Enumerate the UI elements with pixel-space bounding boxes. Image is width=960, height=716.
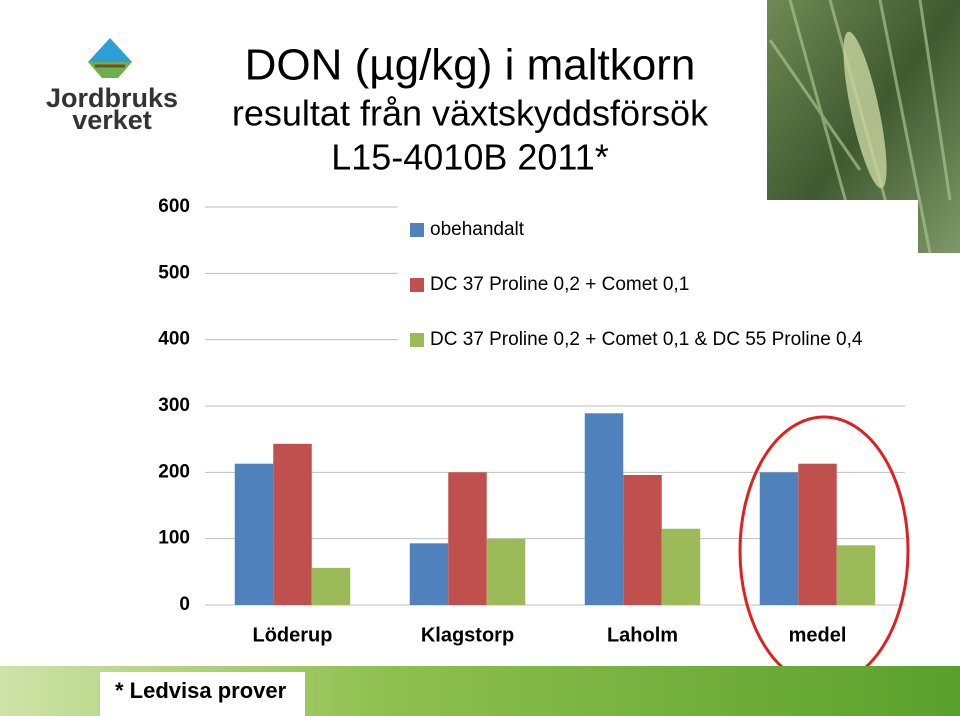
legend-label: DC 37 Proline 0,2 + Comet 0,1 (430, 274, 689, 295)
legend-box (398, 200, 918, 365)
bar (273, 443, 312, 605)
logo: Jordbruks verket (46, 38, 178, 135)
bar (409, 543, 449, 605)
bar (448, 472, 487, 605)
bar (798, 463, 837, 605)
bar (836, 545, 876, 605)
x-tick-label: Löderup (253, 624, 333, 646)
chart-title: resultat från växtskyddsförsök (232, 93, 709, 134)
y-tick-label: 0 (179, 594, 190, 615)
bar (234, 463, 274, 605)
chart-title: DON (µg/kg) i maltkorn (245, 41, 696, 90)
bar (486, 538, 526, 605)
legend-swatch (410, 278, 424, 292)
footnote: * Ledvisa prover (115, 678, 287, 703)
bar (584, 413, 624, 605)
bar (759, 472, 799, 605)
legend-label: DC 37 Proline 0,2 + Comet 0,1 & DC 55 Pr… (430, 329, 863, 350)
legend-swatch (410, 333, 424, 347)
legend-label: obehandalt (430, 219, 525, 240)
logo-text: verket (72, 105, 152, 135)
y-tick-label: 100 (158, 528, 190, 549)
y-tick-label: 200 (158, 461, 190, 482)
bar (311, 567, 351, 605)
y-tick-label: 300 (158, 395, 190, 416)
y-tick-label: 500 (158, 262, 190, 283)
y-tick-label: 600 (158, 196, 190, 217)
x-tick-label: medel (789, 624, 847, 646)
bar (661, 528, 701, 605)
y-tick-label: 400 (158, 329, 190, 350)
legend-swatch (410, 223, 424, 237)
footnote-box (100, 672, 305, 716)
x-tick-label: Laholm (607, 624, 678, 646)
bar (623, 474, 662, 605)
chart-title: L15-4010B 2011* (331, 137, 609, 178)
plot: 0 100 200 300 400 500 600 Löderup Klagstorp Lahol… (158, 196, 918, 646)
x-tick-label: Klagstorp (421, 624, 514, 646)
logo-text: Jordbruks (46, 83, 178, 113)
